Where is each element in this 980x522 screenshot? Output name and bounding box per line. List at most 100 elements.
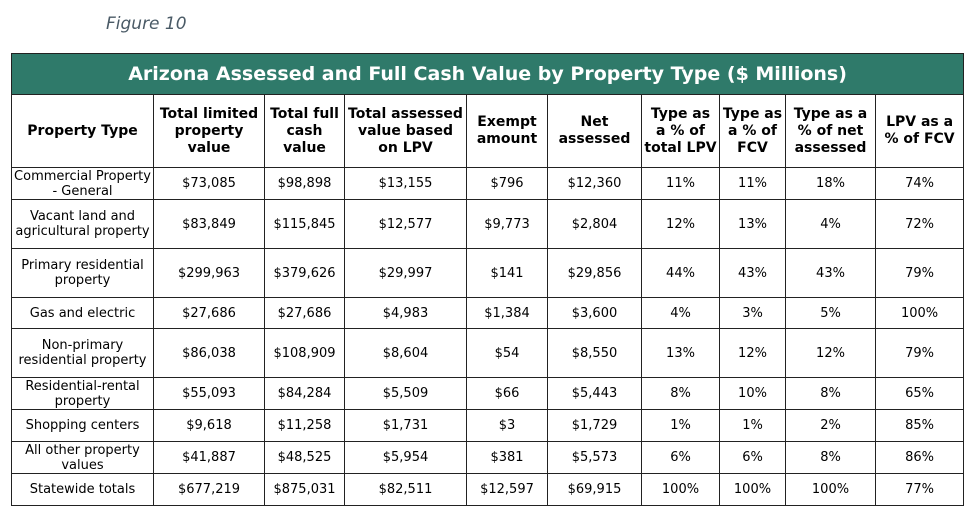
value-cell: $3,600 [547,297,642,329]
value-cell: 74% [874,167,965,200]
value-cell: $27,686 [264,297,345,329]
value-cell: $12,360 [547,167,642,200]
value-cell: $5,573 [547,441,642,474]
property-type-cell: Primary residential property [11,248,154,298]
value-cell: $73,085 [153,167,265,200]
value-cell: $5,509 [344,377,467,410]
value-cell: $1,384 [466,297,548,329]
value-cell: 4% [641,297,720,329]
value-cell: 77% [874,473,965,506]
value-cell: $5,443 [547,377,642,410]
figure-label: Figure 10 [106,14,187,34]
value-cell: $12,597 [466,473,548,506]
value-cell: 3% [719,297,786,329]
value-cell: $55,093 [153,377,265,410]
value-cell: 43% [719,248,786,298]
property-type-cell: Shopping centers [11,409,154,442]
value-cell: $66 [466,377,548,410]
table-row: Primary residential property $299,963 $379… [11,248,965,298]
value-cell: 100% [785,473,876,506]
value-cell: $29,856 [547,248,642,298]
value-cell: 43% [785,248,876,298]
value-cell: 11% [719,167,786,200]
value-cell: 100% [641,473,720,506]
table-row: Residential-rental property $55,093 $84,28… [11,377,965,410]
table-row: Commercial Property - General $73,085 $98,… [11,167,965,200]
value-cell: $41,887 [153,441,265,474]
value-cell: 100% [719,473,786,506]
value-cell: $115,845 [264,199,345,249]
value-cell: 13% [719,199,786,249]
property-type-cell: Residential-rental property [11,377,154,410]
value-cell: 85% [874,409,965,442]
property-type-cell: Gas and electric [11,297,154,329]
value-cell: 8% [785,377,876,410]
table-title: Arizona Assessed and Full Cash Value by … [10,53,965,95]
value-cell: 79% [874,328,965,378]
value-cell: $8,604 [344,328,467,378]
value-cell: $3 [466,409,548,442]
value-cell: $1,731 [344,409,467,442]
column-header: Net assessed [547,94,642,168]
column-header: Total limited property value [153,94,265,168]
value-cell: 44% [641,248,720,298]
value-cell: 11% [641,167,720,200]
property-type-cell: Non-primary residential property [11,328,154,378]
value-cell: 18% [785,167,876,200]
value-cell: 72% [874,199,965,249]
header-row: Property Type Total limited property valu… [11,94,965,168]
value-cell: 12% [641,199,720,249]
value-cell: 13% [641,328,720,378]
value-cell: $11,258 [264,409,345,442]
value-cell: 6% [719,441,786,474]
value-cell: $677,219 [153,473,265,506]
value-cell: 79% [874,248,965,298]
value-cell: 1% [641,409,720,442]
value-cell: 1% [719,409,786,442]
property-type-cell: All other property values [11,441,154,474]
table-row: Shopping centers $9,618 $11,258 $1,731 $3 $1,… [11,409,965,442]
value-cell: $2,804 [547,199,642,249]
value-cell: $13,155 [344,167,467,200]
property-type-cell: Statewide totals [11,473,154,506]
property-type-cell: Commercial Property - General [11,167,154,200]
value-cell: $9,618 [153,409,265,442]
value-cell: $27,686 [153,297,265,329]
value-cell: $83,849 [153,199,265,249]
value-cell: $8,550 [547,328,642,378]
value-cell: $9,773 [466,199,548,249]
value-cell: $98,898 [264,167,345,200]
value-cell: $12,577 [344,199,467,249]
value-cell: 4% [785,199,876,249]
value-cell: 12% [785,328,876,378]
value-cell: 100% [874,297,965,329]
column-header: LPV as a % of FCV [874,94,965,168]
column-header: Exempt amount [466,94,548,168]
table-row: Non-primary residential property $86,038 $… [11,328,965,378]
value-cell: $86,038 [153,328,265,378]
value-cell: $381 [466,441,548,474]
value-cell: $48,525 [264,441,345,474]
value-cell: $4,983 [344,297,467,329]
table-row: Statewide totals $677,219 $875,031 $82,511 $… [11,473,965,506]
value-cell: $141 [466,248,548,298]
column-header: Type as a % of FCV [719,94,786,168]
value-cell: $54 [466,328,548,378]
value-cell: 12% [719,328,786,378]
property-value-table: Arizona Assessed and Full Cash Value by … [10,53,965,506]
property-value-table-container: Arizona Assessed and Full Cash Value by … [10,53,965,506]
column-header: Total full cash value [264,94,345,168]
value-cell: $84,284 [264,377,345,410]
value-cell: $108,909 [264,328,345,378]
value-cell: $1,729 [547,409,642,442]
value-cell: 8% [641,377,720,410]
value-cell: 86% [874,441,965,474]
value-cell: $82,511 [344,473,467,506]
value-cell: $29,997 [344,248,467,298]
table-row: Gas and electric $27,686 $27,686 $4,983 $1,3… [11,297,965,329]
value-cell: $875,031 [264,473,345,506]
value-cell: 8% [785,441,876,474]
table-body: Commercial Property - General $73,085 $98,… [11,167,965,506]
value-cell: 65% [874,377,965,410]
table-row: All other property values $41,887 $48,525 $… [11,441,965,474]
